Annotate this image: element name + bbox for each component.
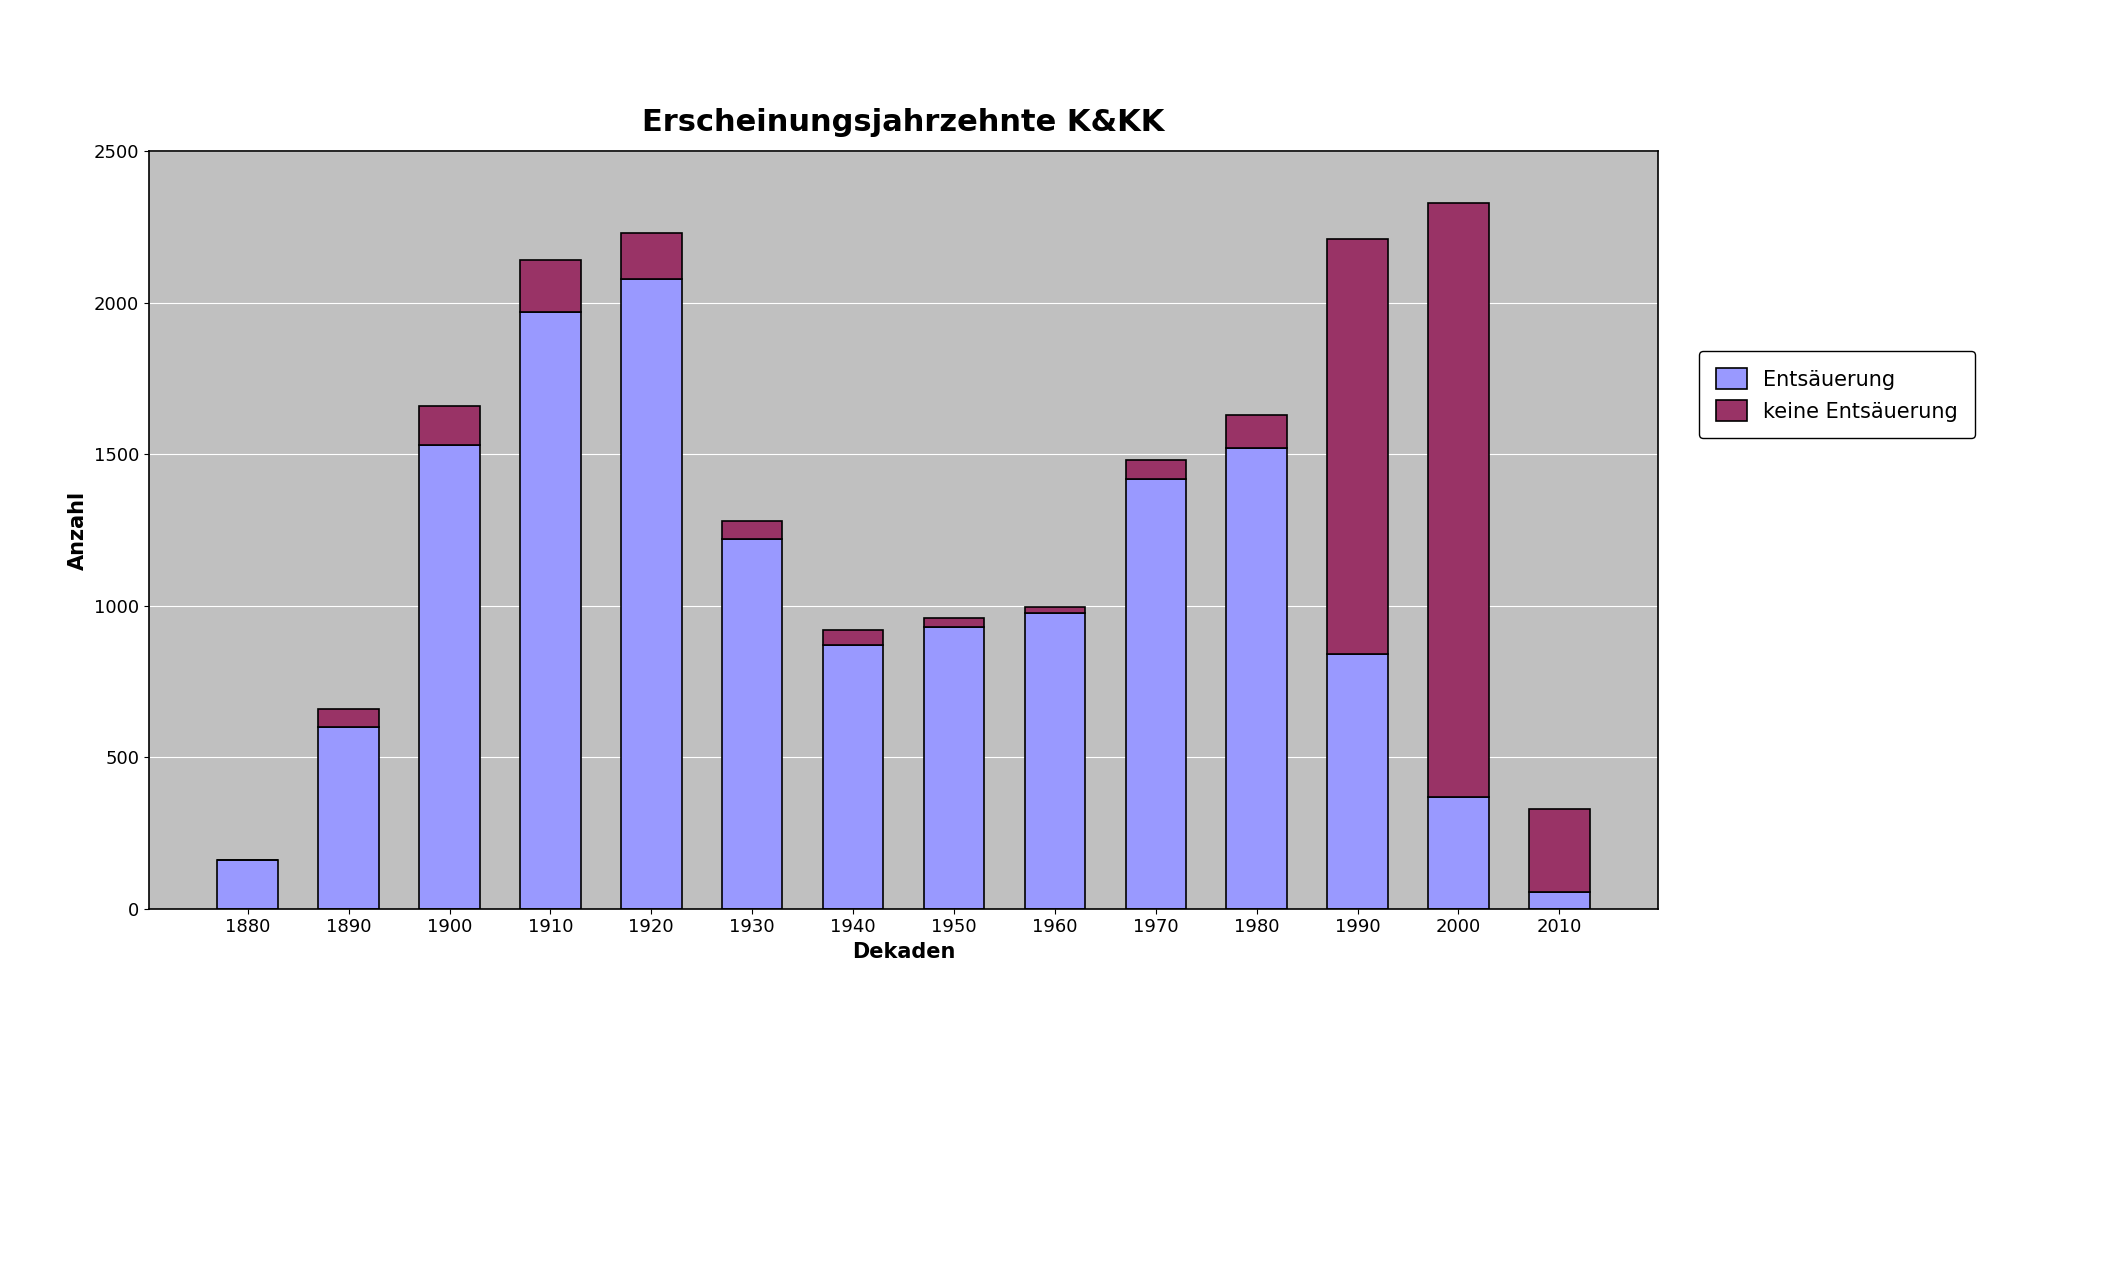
Bar: [1227, 448, 1286, 909]
Bar: [723, 539, 782, 909]
Bar: [823, 630, 884, 645]
Bar: [621, 233, 682, 279]
X-axis label: Dekaden: Dekaden: [853, 941, 955, 962]
Bar: [419, 406, 480, 445]
Bar: [1327, 240, 1388, 654]
Bar: [1529, 809, 1590, 892]
Title: Erscheinungsjahrzehnte K&KK: Erscheinungsjahrzehnte K&KK: [642, 107, 1165, 136]
Bar: [621, 279, 682, 909]
Bar: [923, 627, 984, 909]
Bar: [217, 861, 279, 909]
Bar: [823, 645, 884, 909]
Bar: [319, 727, 378, 909]
Bar: [1529, 892, 1590, 909]
Bar: [923, 618, 984, 627]
Bar: [1227, 415, 1286, 448]
Bar: [1327, 654, 1388, 909]
Bar: [1025, 607, 1084, 613]
Bar: [1429, 203, 1488, 796]
Bar: [1125, 461, 1186, 478]
Bar: [521, 260, 580, 312]
Legend: Entsäuerung, keine Entsäuerung: Entsäuerung, keine Entsäuerung: [1699, 351, 1975, 438]
Bar: [419, 445, 480, 909]
Bar: [1025, 613, 1084, 909]
Bar: [1429, 796, 1488, 909]
Bar: [521, 312, 580, 909]
Bar: [319, 709, 378, 727]
Bar: [1125, 478, 1186, 909]
Y-axis label: Anzahl: Anzahl: [68, 491, 87, 569]
Bar: [723, 521, 782, 539]
